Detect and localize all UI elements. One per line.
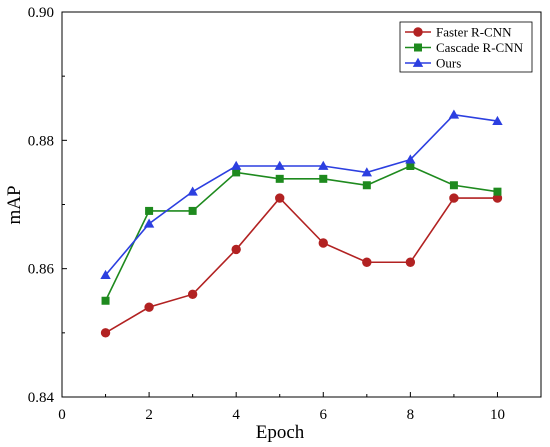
series-ours [100,109,503,279]
data-point-ours [492,115,503,125]
series-cascade-r-cnn [101,162,502,305]
series-layer [100,109,503,338]
legend-label-ours: Ours [436,56,461,71]
series-faster-r-cnn [100,193,503,338]
x-tick-label: 6 [320,407,328,423]
legend-marker-ours [412,57,424,67]
data-point-ours [187,186,198,196]
data-point-cascade-r-cnn [101,296,110,305]
y-axis-title: mAP [4,185,25,224]
data-point-faster-r-cnn [275,193,285,203]
y-tick-label: 0.84 [28,390,55,406]
legend-label-cascade-r-cnn: Cascade R-CNN [436,40,524,55]
data-point-cascade-r-cnn [188,206,197,215]
data-point-ours [230,160,242,170]
data-point-cascade-r-cnn [406,162,415,170]
series-line-ours [104,113,498,276]
x-axis-title: Epoch [256,422,305,443]
data-point-cascade-r-cnn [493,187,502,196]
data-point-cascade-r-cnn [449,181,458,190]
legend-label-faster-r-cnn: Faster R-CNN [436,25,512,40]
legend-marker-faster-r-cnn [413,27,423,37]
series-line-faster-r-cnn [105,196,498,334]
data-point-faster-r-cnn [405,257,416,267]
data-point-faster-r-cnn [449,193,459,203]
data-point-cascade-r-cnn [362,181,371,190]
data-point-ours [274,160,285,170]
data-point-faster-r-cnn [318,238,328,248]
series-line-cascade-r-cnn [104,165,498,302]
data-point-faster-r-cnn [144,302,154,312]
data-point-cascade-r-cnn [319,174,328,183]
x-tick-label: 8 [407,407,415,423]
axis-ticks: 0 2 4 6 8 10 0.84 0.86 0.88 0.90 [28,5,505,423]
y-tick-label: 0.90 [28,5,54,21]
data-point-cascade-r-cnn [145,206,154,215]
data-point-cascade-r-cnn [275,174,284,183]
data-point-faster-r-cnn [362,257,372,267]
data-point-ours [405,154,416,164]
x-tick-label: 0 [58,407,66,423]
data-point-ours [448,109,460,119]
data-point-faster-r-cnn [187,289,198,300]
data-point-ours [143,218,155,228]
data-point-ours [318,160,329,170]
y-tick-label: 0.88 [28,133,54,149]
data-point-faster-r-cnn [231,244,241,255]
x-tick-label: 4 [232,407,240,423]
data-point-faster-r-cnn [100,328,111,338]
x-tick-label: 2 [145,407,153,423]
y-tick-label: 0.86 [28,262,55,278]
x-tick-label: 10 [490,407,505,423]
data-point-cascade-r-cnn [232,168,241,177]
legend-marker-cascade-r-cnn [414,43,422,52]
data-point-ours [100,269,111,279]
data-point-ours [361,167,373,177]
